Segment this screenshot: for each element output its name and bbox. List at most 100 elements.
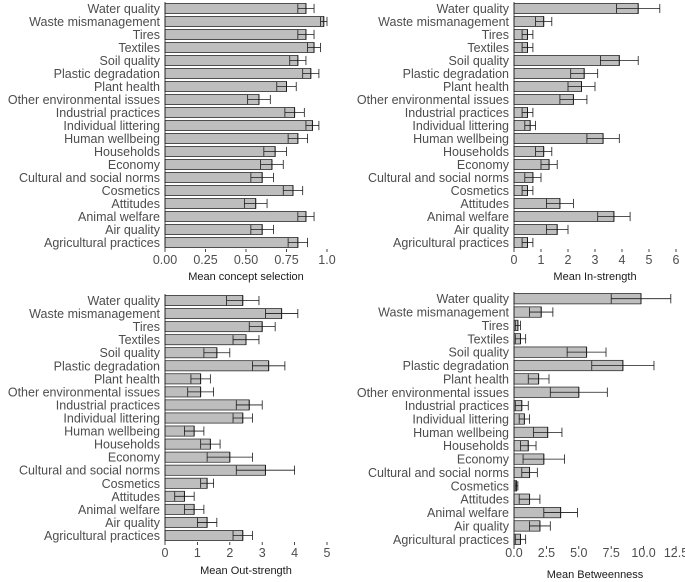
bar <box>164 224 263 235</box>
category-label: Individual littering <box>63 119 160 133</box>
category-label: Waste mismanagement <box>378 306 509 320</box>
bar <box>164 3 307 14</box>
category-label: Industrial practices <box>56 398 160 412</box>
bar <box>164 185 294 196</box>
bar <box>164 198 257 209</box>
x-axis-title-out-strength: Mean Out-strength <box>200 565 292 577</box>
category-label: Human wellbeing <box>64 132 160 146</box>
category-label: Households <box>94 438 160 452</box>
category-label: Cosmetics <box>451 479 509 493</box>
category-label: Cultural and social norms <box>368 171 509 185</box>
bar <box>164 530 244 541</box>
category-label: Human wellbeing <box>413 132 509 146</box>
category-label: Air quality <box>105 223 161 237</box>
x-tick-label: 0 <box>162 546 169 560</box>
x-tick-label: 0.50 <box>234 253 258 267</box>
category-label: Attitudes <box>111 197 160 211</box>
x-tick-label: 0.00 <box>153 253 177 267</box>
category-label: Cosmetics <box>102 184 160 198</box>
x-tick-label: 0 <box>511 253 518 267</box>
x-tick-label: 2.5 <box>538 546 555 560</box>
x-tick-label: 4 <box>619 253 626 267</box>
category-label: Animal welfare <box>78 503 160 517</box>
category-label: Agricultural practices <box>393 236 509 250</box>
category-label: Cultural and social norms <box>19 464 160 478</box>
category-label: Agricultural practices <box>393 533 509 547</box>
category-label: Air quality <box>105 516 161 530</box>
category-label: Households <box>443 145 509 159</box>
bar <box>164 321 263 333</box>
category-label: Agricultural practices <box>44 236 160 250</box>
category-label: Plastic degradation <box>403 67 509 81</box>
x-tick-label: 5 <box>646 253 653 267</box>
bar <box>164 16 325 27</box>
category-label: Textiles <box>118 41 160 55</box>
x-tick-label: 3 <box>592 253 599 267</box>
category-label: Water quality <box>88 294 161 308</box>
x-tick-label: 0.75 <box>274 253 298 267</box>
category-label: Industrial practices <box>405 106 509 120</box>
category-label: Economy <box>108 451 161 465</box>
category-label: Households <box>94 145 160 159</box>
category-label: Animal welfare <box>427 506 509 520</box>
category-label: Soil quality <box>449 346 510 360</box>
category-label: Agricultural practices <box>44 529 160 543</box>
x-tick-label: 0.25 <box>193 253 217 267</box>
category-label: Individual littering <box>412 413 509 427</box>
bar <box>164 68 312 79</box>
category-label: Textiles <box>118 333 160 347</box>
x-tick-label: 2 <box>226 546 233 560</box>
category-label: Human wellbeing <box>413 426 509 440</box>
category-label: Industrial practices <box>56 106 160 120</box>
category-label: Water quality <box>437 2 510 16</box>
bar <box>164 412 244 424</box>
bar <box>164 42 315 53</box>
x-tick-label: 4 <box>291 546 298 560</box>
category-label: Plastic degradation <box>54 359 160 373</box>
bar <box>164 146 276 157</box>
x-tick-label: 6 <box>673 253 680 267</box>
category-label: Plant health <box>443 80 509 94</box>
category-label: Other environmental issues <box>357 386 509 400</box>
bar <box>164 94 260 105</box>
category-label: Animal welfare <box>78 210 160 224</box>
category-label: Soil quality <box>100 54 161 68</box>
category-label: Waste mismanagement <box>29 15 160 29</box>
category-label: Textiles <box>467 41 509 55</box>
x-tick-label: 0.0 <box>505 546 522 560</box>
x-tick-label: 3 <box>259 546 266 560</box>
category-label: Households <box>443 439 509 453</box>
category-label: Cultural and social norms <box>19 171 160 185</box>
category-label: Cosmetics <box>451 184 509 198</box>
x-tick-label: 2 <box>565 253 572 267</box>
category-label: Human wellbeing <box>64 425 160 439</box>
bar <box>164 237 299 248</box>
x-tick-label: 7.5 <box>603 546 620 560</box>
category-label: Soil quality <box>100 346 161 360</box>
bar <box>164 211 307 222</box>
x-axis-title-concept-selection: Mean concept selection <box>188 271 304 283</box>
x-tick-label: 1 <box>194 546 201 560</box>
bar <box>164 81 287 92</box>
category-label: Air quality <box>454 519 510 533</box>
x-axis-title-in-strength: Mean In-strength <box>553 271 636 283</box>
category-label: Cosmetics <box>102 477 160 491</box>
bar <box>164 133 299 144</box>
bar <box>164 120 313 131</box>
bar <box>164 159 273 170</box>
category-label: Attitudes <box>460 197 509 211</box>
category-label: Water quality <box>88 2 161 16</box>
x-tick-label: 1 <box>538 253 545 267</box>
category-label: Economy <box>108 158 161 172</box>
category-label: Water quality <box>437 292 510 306</box>
category-label: Economy <box>457 453 510 467</box>
category-label: Waste mismanagement <box>29 307 160 321</box>
category-label: Tires <box>133 28 160 42</box>
category-label: Soil quality <box>449 54 510 68</box>
